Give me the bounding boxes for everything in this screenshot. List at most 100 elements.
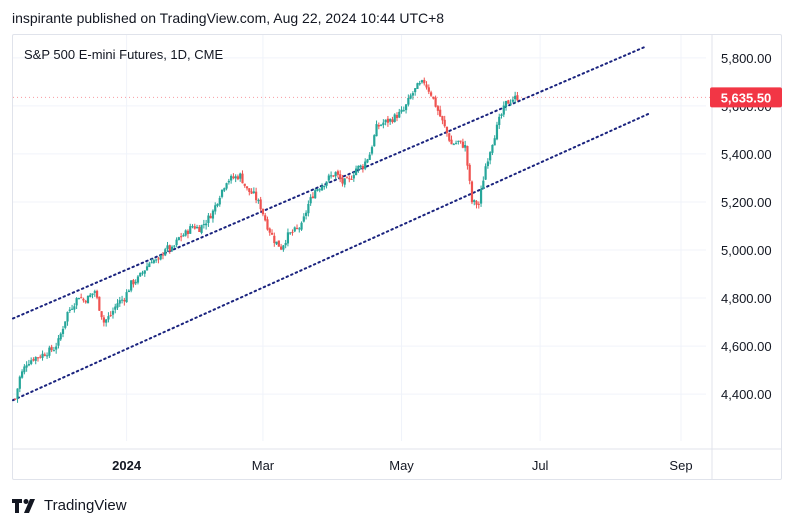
candle-body — [14, 398, 17, 400]
candle-body — [468, 164, 471, 181]
candle-body — [311, 196, 315, 199]
candle-body — [220, 189, 224, 197]
candle-body — [461, 141, 464, 148]
candle-body — [41, 353, 44, 358]
candle-body — [189, 226, 192, 234]
candle-body — [429, 92, 433, 96]
candle-body — [450, 139, 453, 145]
candle-body — [464, 145, 467, 148]
candle-body — [386, 118, 390, 123]
candle-body — [143, 270, 146, 274]
candle-body — [293, 227, 296, 232]
candle-body — [182, 235, 185, 237]
chart-frame[interactable] — [12, 34, 782, 480]
tradingview-brand[interactable]: TradingView — [12, 497, 127, 514]
candle-body — [250, 191, 253, 194]
candle-body — [57, 338, 60, 346]
candle-body — [370, 147, 374, 154]
channel-line-lower — [12, 112, 651, 402]
candle-body — [148, 263, 151, 268]
chart-title: S&P 500 E-mini Futures, 1D, CME — [24, 47, 223, 62]
y-tick-label: 5,200.00 — [721, 195, 772, 210]
candle-body — [418, 82, 421, 85]
candle-body — [261, 208, 265, 215]
candle-body — [341, 178, 344, 184]
candle-body — [495, 124, 499, 140]
candle-body — [318, 189, 321, 191]
candle-body — [325, 181, 328, 186]
candle-body — [300, 222, 303, 230]
candle-body — [277, 240, 280, 247]
candle-body — [382, 122, 385, 126]
x-tick-label: May — [389, 458, 414, 473]
candle-body — [504, 100, 508, 107]
candle-body — [223, 188, 226, 191]
candle-body — [482, 180, 485, 190]
candle-body — [457, 140, 460, 142]
candle-body — [32, 359, 35, 361]
candle-body — [332, 175, 335, 177]
candle-body — [170, 246, 174, 251]
candle-body — [211, 210, 215, 219]
publish-header: inspirante published on TradingView.com,… — [12, 10, 445, 26]
candle-body — [109, 314, 112, 316]
candle-body — [373, 135, 376, 147]
candle-body — [118, 300, 121, 304]
candle-body — [295, 227, 299, 229]
y-tick-label: 4,400.00 — [721, 387, 772, 402]
candle-body — [466, 146, 469, 166]
candle-body — [236, 176, 240, 180]
candle-body — [445, 126, 449, 133]
candle-body — [327, 175, 330, 181]
candle-body — [477, 203, 480, 205]
candle-body — [18, 376, 21, 389]
candle-body — [459, 140, 462, 142]
candle-body — [348, 178, 351, 180]
candle-body — [150, 262, 153, 264]
candle-body — [320, 186, 324, 191]
candle-body — [484, 166, 487, 180]
y-tick-label: 5,400.00 — [721, 147, 772, 162]
candle-body — [309, 197, 312, 204]
candle-body — [16, 388, 19, 400]
candle-body — [427, 87, 430, 92]
candle-body — [398, 111, 401, 118]
candle-body — [195, 226, 199, 229]
candle-body — [64, 321, 67, 328]
channel-line-upper — [12, 46, 646, 320]
candle-body — [395, 114, 399, 119]
candle-body — [127, 290, 130, 293]
candle-body — [116, 303, 119, 308]
candle-body — [77, 298, 80, 300]
candle-body — [266, 219, 269, 230]
candle-body — [354, 168, 358, 175]
candle-body — [230, 175, 233, 181]
candle-body — [95, 290, 99, 298]
candle-body — [507, 100, 510, 104]
candle-body — [375, 124, 378, 137]
candle-body — [100, 311, 103, 318]
candle-body — [216, 203, 219, 206]
candle-body — [473, 200, 476, 203]
candle-body — [75, 298, 78, 306]
candle-body — [257, 200, 260, 202]
candle-body — [291, 231, 294, 233]
tradingview-wordmark: TradingView — [44, 497, 127, 514]
candle-body — [164, 249, 167, 256]
candle-body — [111, 310, 115, 315]
x-tick-label: Mar — [252, 458, 275, 473]
candle-body — [282, 245, 285, 250]
candle-body — [175, 239, 178, 246]
candle-body — [61, 328, 65, 334]
candle-body — [407, 98, 410, 105]
last-price-badge — [710, 87, 782, 108]
candle-body — [141, 272, 144, 274]
candle-body — [145, 266, 149, 271]
candle-body — [30, 360, 33, 364]
candle-body — [368, 154, 371, 160]
candle-body — [73, 306, 76, 310]
candle-body — [284, 242, 287, 246]
candle-body — [48, 347, 51, 356]
candle-body — [209, 215, 212, 219]
